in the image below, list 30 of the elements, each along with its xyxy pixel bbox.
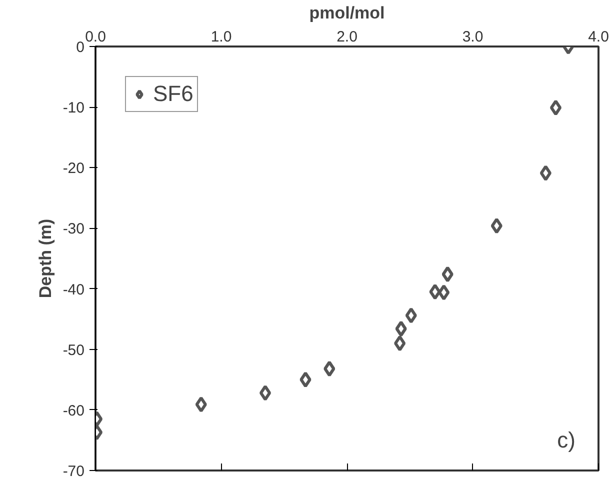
point <box>550 100 562 116</box>
y-tick-label: -20 <box>62 160 85 178</box>
y-tick-label: -40 <box>62 281 85 298</box>
point <box>300 372 312 388</box>
point <box>395 320 407 337</box>
annotation: c) <box>557 428 576 452</box>
point <box>195 396 207 412</box>
point <box>324 360 336 377</box>
x-tick-label: 1.0 <box>210 28 232 46</box>
x-tick-label: 4.0 <box>588 28 609 46</box>
x-axis-title: pmol/mol <box>309 4 385 22</box>
y-tick-label: -10 <box>62 100 85 117</box>
point <box>438 284 450 300</box>
point <box>394 335 406 352</box>
y-axis-title: Depth (m) <box>36 218 55 298</box>
x-tick-label: 2.0 <box>336 28 358 46</box>
y-tick-label: -60 <box>62 402 85 420</box>
x-tick-label: 0.0 <box>85 28 106 46</box>
y-tick-label: -50 <box>62 342 85 359</box>
point <box>259 384 272 401</box>
point <box>490 218 502 234</box>
point <box>540 165 552 182</box>
point <box>429 284 441 300</box>
x-tick-label: 3.0 <box>462 28 484 46</box>
point <box>442 266 454 282</box>
y-tick-label: -70 <box>62 463 85 480</box>
point <box>405 307 417 324</box>
y-tick-label: -30 <box>62 220 85 238</box>
y-tick-label: 0 <box>76 39 84 56</box>
legend-label: SF6 <box>153 81 194 107</box>
